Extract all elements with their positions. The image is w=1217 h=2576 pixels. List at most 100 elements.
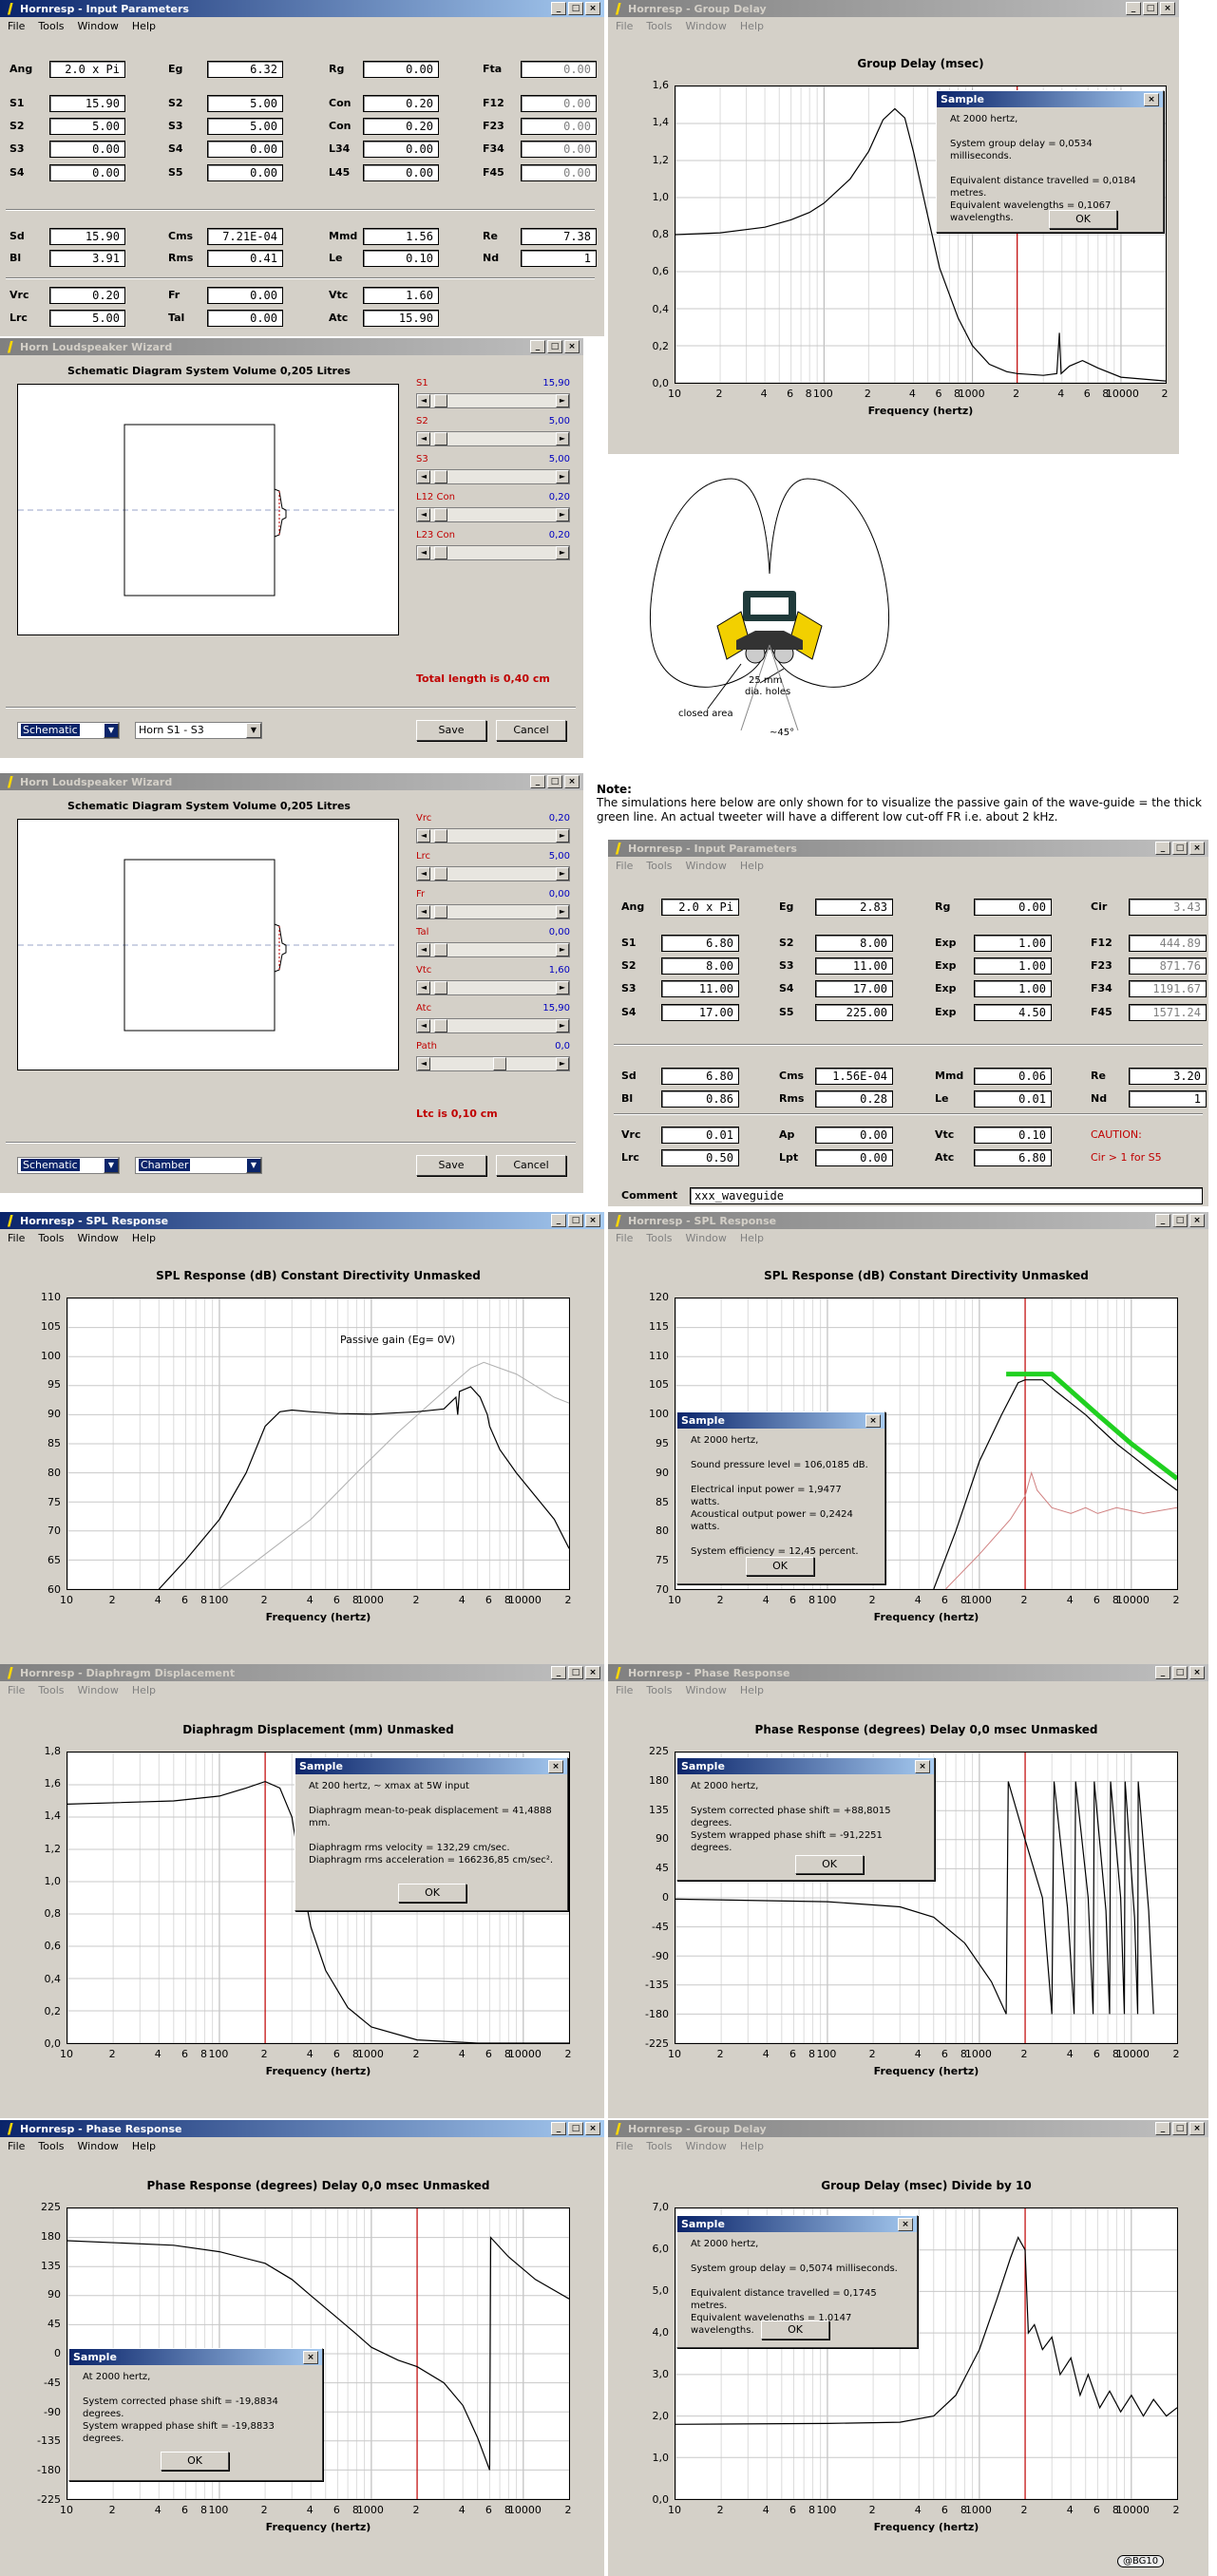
slider-right-arrow[interactable]: ► xyxy=(556,981,569,994)
menu-help[interactable]: Help xyxy=(739,859,764,872)
menu-help[interactable]: Help xyxy=(131,19,156,32)
parameter-slider[interactable]: ◄ ► xyxy=(416,469,570,484)
param-field-s2[interactable]: 5.00 xyxy=(207,95,283,112)
ok-button[interactable]: OK xyxy=(795,1855,864,1874)
dropdown-arrow[interactable]: ▼ xyxy=(246,723,261,738)
dialog-close-button[interactable]: × xyxy=(915,1759,930,1773)
menu-help[interactable]: Help xyxy=(739,19,764,32)
minimize-button[interactable]: _ xyxy=(530,775,545,788)
param-field-con[interactable]: 0.20 xyxy=(363,95,439,112)
parameter-slider[interactable]: ◄ ► xyxy=(416,980,570,995)
maximize-button[interactable]: □ xyxy=(1172,1214,1188,1227)
close-button[interactable]: × xyxy=(1189,842,1205,855)
param-field-lrc[interactable]: 0.50 xyxy=(661,1149,739,1166)
dialog-close-button[interactable]: × xyxy=(303,2350,318,2364)
dialog-close-button[interactable]: × xyxy=(548,1759,563,1773)
slider-right-arrow[interactable]: ► xyxy=(556,432,569,445)
parameter-slider[interactable]: ◄ ► xyxy=(416,545,570,560)
minimize-button[interactable]: _ xyxy=(551,2,566,15)
menu-tools[interactable]: Tools xyxy=(646,1231,673,1244)
close-button[interactable]: × xyxy=(564,775,580,788)
slider-thumb[interactable] xyxy=(434,867,447,881)
maximize-button[interactable]: □ xyxy=(547,775,562,788)
ok-button[interactable]: OK xyxy=(761,2320,829,2339)
dropdown-arrow[interactable]: ▼ xyxy=(104,1158,119,1173)
param-field-s2[interactable]: 8.00 xyxy=(661,957,739,975)
param-field-rms[interactable]: 0.41 xyxy=(207,250,283,267)
param-field-s3[interactable]: 0.00 xyxy=(49,141,125,158)
slider-left-arrow[interactable]: ◄ xyxy=(417,508,430,521)
slider-left-arrow[interactable]: ◄ xyxy=(417,394,430,407)
param-field-atc[interactable]: 15.90 xyxy=(363,310,439,327)
menu-file[interactable]: File xyxy=(616,1683,634,1696)
param-field-fr[interactable]: 0.00 xyxy=(207,287,283,304)
param-field-eg[interactable]: 2.83 xyxy=(815,899,893,916)
param-field-s5[interactable]: 0.00 xyxy=(207,164,283,181)
param-field-vtc[interactable]: 0.10 xyxy=(974,1127,1052,1144)
param-field-s4[interactable]: 0.00 xyxy=(207,141,283,158)
menu-help[interactable]: Help xyxy=(739,2139,764,2152)
maximize-button[interactable]: □ xyxy=(1172,1666,1188,1679)
menu-tools[interactable]: Tools xyxy=(646,859,673,872)
dialog-close-button[interactable]: × xyxy=(898,2217,913,2231)
slider-right-arrow[interactable]: ► xyxy=(556,546,569,559)
param-field-cms[interactable]: 7.21E-04 xyxy=(207,228,283,245)
close-button[interactable]: × xyxy=(585,2,600,15)
minimize-button[interactable]: _ xyxy=(1126,2,1141,15)
slider-left-arrow[interactable]: ◄ xyxy=(417,981,430,994)
param-field-exp[interactable]: 1.00 xyxy=(974,957,1052,975)
param-field-exp[interactable]: 1.00 xyxy=(974,980,1052,997)
menu-file[interactable]: File xyxy=(616,19,634,32)
view-select[interactable]: Schematic ▼ xyxy=(17,1157,120,1174)
param-field-s2[interactable]: 8.00 xyxy=(815,935,893,952)
ok-button[interactable]: OK xyxy=(1049,210,1117,229)
slider-left-arrow[interactable]: ◄ xyxy=(417,1019,430,1032)
view-select[interactable]: Schematic ▼ xyxy=(17,722,120,739)
ok-button[interactable]: OK xyxy=(746,1557,814,1576)
menu-file[interactable]: File xyxy=(616,2139,634,2152)
parameter-slider[interactable]: ◄ ► xyxy=(416,866,570,881)
dropdown-arrow[interactable]: ▼ xyxy=(246,1158,261,1173)
param-field-tal[interactable]: 0.00 xyxy=(207,310,283,327)
param-field-cms[interactable]: 1.56E-04 xyxy=(815,1068,893,1085)
param-field-bl[interactable]: 3.91 xyxy=(49,250,125,267)
maximize-button[interactable]: □ xyxy=(1172,842,1188,855)
slider-right-arrow[interactable]: ► xyxy=(556,470,569,483)
menu-window[interactable]: Window xyxy=(685,1683,727,1696)
param-field-sd[interactable]: 6.80 xyxy=(661,1068,739,1085)
param-field-vrc[interactable]: 0.20 xyxy=(49,287,125,304)
param-field-bl[interactable]: 0.86 xyxy=(661,1090,739,1108)
param-field-rg[interactable]: 0.00 xyxy=(363,61,439,78)
slider-thumb[interactable] xyxy=(434,470,447,483)
param-field-s4[interactable]: 17.00 xyxy=(815,980,893,997)
menu-help[interactable]: Help xyxy=(739,1683,764,1696)
slider-right-arrow[interactable]: ► xyxy=(556,1019,569,1032)
param-field-nd[interactable]: 1 xyxy=(1129,1090,1207,1108)
slider-thumb[interactable] xyxy=(434,508,447,521)
slider-right-arrow[interactable]: ► xyxy=(556,943,569,957)
param-field-s1[interactable]: 6.80 xyxy=(661,935,739,952)
param-field-atc[interactable]: 6.80 xyxy=(974,1149,1052,1166)
maximize-button[interactable]: □ xyxy=(568,2122,583,2135)
maximize-button[interactable]: □ xyxy=(547,340,562,353)
param-field-lpt[interactable]: 0.00 xyxy=(815,1149,893,1166)
slider-left-arrow[interactable]: ◄ xyxy=(417,943,430,957)
param-field-lrc[interactable]: 5.00 xyxy=(49,310,125,327)
slider-thumb[interactable] xyxy=(434,829,447,843)
param-field-vtc[interactable]: 1.60 xyxy=(363,287,439,304)
slider-right-arrow[interactable]: ► xyxy=(556,829,569,843)
close-button[interactable]: × xyxy=(585,1214,600,1227)
param-field-s3[interactable]: 5.00 xyxy=(207,118,283,135)
parameter-slider[interactable]: ◄ ► xyxy=(416,1018,570,1033)
slider-thumb[interactable] xyxy=(434,905,447,919)
param-field-s3[interactable]: 11.00 xyxy=(815,957,893,975)
maximize-button[interactable]: □ xyxy=(568,2,583,15)
minimize-button[interactable]: _ xyxy=(551,1666,566,1679)
param-field-eg[interactable]: 6.32 xyxy=(207,61,283,78)
menu-help[interactable]: Help xyxy=(131,1231,156,1244)
slider-right-arrow[interactable]: ► xyxy=(556,867,569,881)
slider-left-arrow[interactable]: ◄ xyxy=(417,867,430,881)
param-field-sd[interactable]: 15.90 xyxy=(49,228,125,245)
menu-window[interactable]: Window xyxy=(685,19,727,32)
close-button[interactable]: × xyxy=(564,340,580,353)
